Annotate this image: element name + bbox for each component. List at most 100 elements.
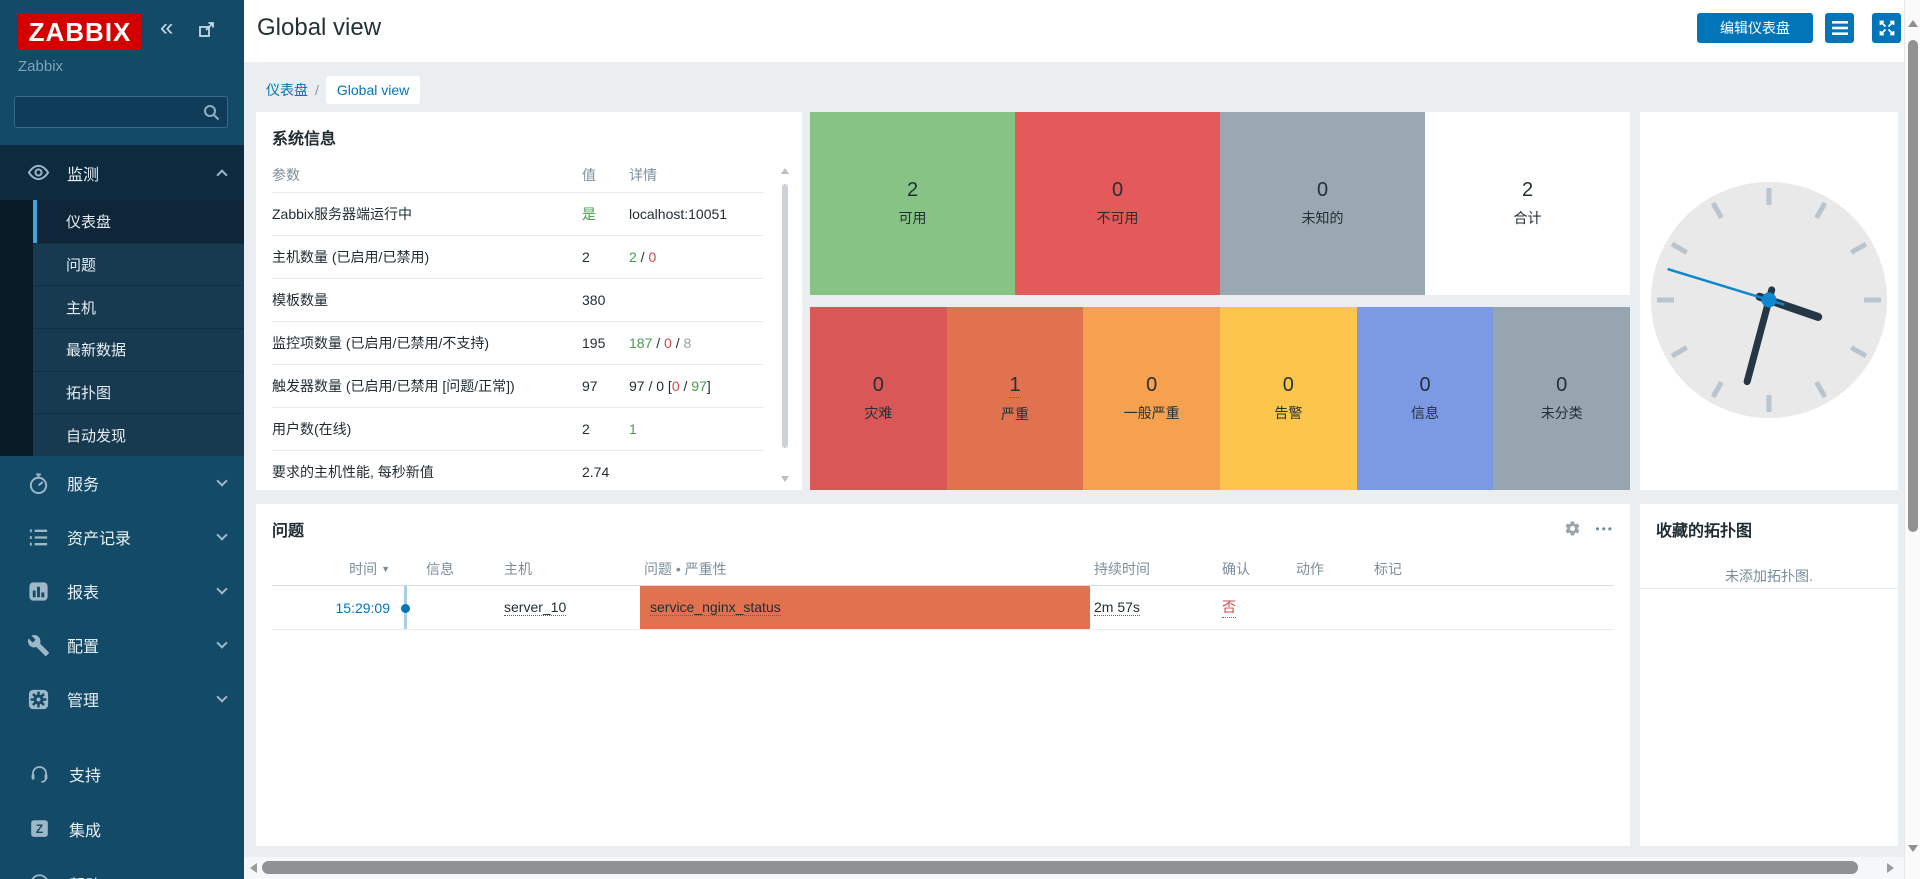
problem-time-link[interactable]: 15:29:09 bbox=[335, 599, 391, 616]
problem-timeline-marker bbox=[390, 586, 422, 629]
problem-duration[interactable]: 2m 57s bbox=[1094, 599, 1140, 616]
breadcrumb: 仪表盘 / Global view bbox=[266, 76, 421, 104]
vertical-scrollbar-thumb[interactable] bbox=[1908, 40, 1918, 532]
sort-desc-icon: ▼ bbox=[381, 563, 390, 574]
sidebar-item-latest-data[interactable]: 最新数据 bbox=[33, 328, 244, 371]
sidebar-item-services[interactable]: 服务 bbox=[0, 456, 244, 510]
sidebar-item-discovery[interactable]: 自动发现 bbox=[33, 413, 244, 457]
sidebar-item-problems[interactable]: 问题 bbox=[33, 242, 244, 286]
fullscreen-button[interactable] bbox=[1872, 13, 1901, 43]
question-icon: ? bbox=[31, 874, 48, 879]
eye-icon bbox=[27, 164, 50, 181]
sidebar-menu: 监测 仪表盘 问题 主机 最新数据 拓扑图 自动发现 服务 资产记录 报表 bbox=[0, 145, 244, 726]
severity-cell-warning: 0 告警 bbox=[1220, 307, 1357, 490]
collapse-sidebar-icon[interactable]: « bbox=[160, 14, 174, 41]
sidebar-item-configuration[interactable]: 配置 bbox=[0, 618, 244, 672]
sidebar-item-dashboard[interactable]: 仪表盘 bbox=[33, 200, 244, 243]
widget-title: 问题 bbox=[272, 523, 305, 540]
dashboard-menu-button[interactable] bbox=[1825, 13, 1854, 43]
widget-settings-gear-icon[interactable] bbox=[1564, 520, 1581, 537]
sidebar: ZABBIX « Zabbix 监测 仪表盘 问题 主机 最新数据 拓扑图 自动… bbox=[0, 0, 244, 879]
sidebar-item-integrations[interactable]: Z 集成 bbox=[0, 801, 244, 856]
table-header-row: 时间 ▼ 信息 主机 问题 • 严重性 持续时间 确认 动作 标记 bbox=[272, 552, 1614, 586]
ack-link[interactable]: 否 bbox=[1222, 597, 1236, 618]
severity-count-link[interactable]: 1 bbox=[1009, 373, 1021, 398]
server-name: Zabbix bbox=[18, 58, 64, 75]
sidebar-item-maps[interactable]: 拓扑图 bbox=[33, 370, 244, 414]
sidebar-item-administration[interactable]: 管理 bbox=[0, 672, 244, 726]
table-row: Zabbix服务器端运行中 是 localhost:10051 bbox=[272, 192, 764, 235]
widget-title: 系统信息 bbox=[272, 131, 337, 148]
table-row: 要求的主机性能, 每秒新值 2.74 bbox=[272, 450, 764, 493]
empty-state-text: 未添加拓扑图. bbox=[1725, 568, 1813, 584]
scrollbar-thumb[interactable] bbox=[782, 184, 788, 448]
hamburger-icon bbox=[1831, 21, 1848, 35]
stopwatch-icon bbox=[29, 473, 48, 494]
chevron-down-icon bbox=[216, 691, 228, 703]
chevron-up-icon bbox=[216, 168, 228, 181]
second-hand bbox=[1667, 267, 1785, 306]
monitoring-submenu: 仪表盘 问题 主机 最新数据 拓扑图 自动发现 bbox=[0, 200, 244, 457]
scroll-up-icon[interactable] bbox=[1908, 20, 1918, 27]
list-icon bbox=[29, 528, 48, 546]
breadcrumb-current[interactable]: Global view bbox=[325, 76, 421, 104]
availability-cell-available: 2 可用 bbox=[810, 112, 1015, 295]
widget-scrollbar[interactable] bbox=[780, 168, 790, 482]
column-header-duration: 持续时间 bbox=[1094, 560, 1150, 577]
availability-cell-not-available: 0 不可用 bbox=[1015, 112, 1220, 295]
page-header: Global view 编辑仪表盘 bbox=[244, 0, 1904, 62]
severity-cell-average: 0 一般严重 bbox=[1083, 307, 1221, 490]
column-header-info: 信息 bbox=[426, 560, 454, 577]
fullscreen-icon bbox=[1879, 20, 1894, 36]
table-row: 用户数(在线) 2 1 bbox=[272, 407, 764, 450]
severity-cell-information: 0 信息 bbox=[1356, 307, 1494, 490]
minute-hand bbox=[1743, 286, 1776, 386]
sidebar-item-hosts[interactable]: 主机 bbox=[33, 285, 244, 329]
problem-link[interactable]: service_nginx_status bbox=[650, 599, 781, 616]
column-header-time[interactable]: 时间 ▼ bbox=[349, 560, 390, 577]
sidebar-item-support[interactable]: 支持 bbox=[0, 746, 244, 801]
severity-cell-disaster: 0 灾难 bbox=[810, 307, 947, 490]
availability-cell-unknown: 0 未知的 bbox=[1220, 112, 1425, 295]
sidebar-item-reports[interactable]: 报表 bbox=[0, 564, 244, 618]
horizontal-scrollbar[interactable] bbox=[244, 857, 1904, 879]
chevron-down-icon bbox=[216, 583, 228, 595]
problems-widget: 问题 ••• 时间 ▼ 信息 主机 问题 • 严重性 持续时间 确认 动作 标记 … bbox=[256, 504, 1630, 846]
problems-table: 时间 ▼ 信息 主机 问题 • 严重性 持续时间 确认 动作 标记 15:29:0… bbox=[272, 552, 1614, 630]
problems-by-severity-widget: 0 灾难 1 严重 0 一般严重 0 告警 0 信息 0 未分类 bbox=[810, 307, 1631, 490]
analog-clock bbox=[1651, 182, 1887, 418]
breadcrumb-dashboards-link[interactable]: 仪表盘 bbox=[266, 82, 308, 98]
scroll-right-icon[interactable] bbox=[1887, 863, 1894, 873]
headset-icon bbox=[31, 766, 48, 783]
chevron-down-icon bbox=[216, 637, 228, 649]
host-link[interactable]: server_10 bbox=[504, 599, 567, 616]
scroll-down-icon[interactable] bbox=[781, 476, 789, 482]
severity-cell-not-classified: 0 未分类 bbox=[1493, 307, 1631, 490]
column-header-host: 主机 bbox=[504, 560, 532, 577]
host-availability-widget: 2 可用 0 不可用 0 未知的 2 合计 bbox=[810, 112, 1630, 295]
sidebar-item-inventory[interactable]: 资产记录 bbox=[0, 510, 244, 564]
gear-square-icon bbox=[28, 689, 49, 709]
edit-dashboard-button[interactable]: 编辑仪表盘 bbox=[1697, 13, 1813, 43]
scroll-left-icon[interactable] bbox=[250, 863, 257, 873]
favourite-maps-widget: 收藏的拓扑图 未添加拓扑图. bbox=[1640, 504, 1898, 846]
problem-row: 15:29:09 server_10 service_nginx_status … bbox=[272, 586, 1614, 630]
popout-sidebar-icon[interactable] bbox=[198, 20, 216, 43]
vertical-scrollbar[interactable] bbox=[1904, 0, 1920, 879]
column-header-actions: 动作 bbox=[1296, 560, 1324, 577]
scroll-down-icon[interactable] bbox=[1908, 845, 1918, 852]
horizontal-scrollbar-thumb[interactable] bbox=[262, 861, 1858, 874]
column-header-problem-severity: 问题 • 严重性 bbox=[644, 560, 727, 577]
sidebar-search bbox=[14, 96, 228, 128]
widget-menu-dots-icon[interactable]: ••• bbox=[1595, 521, 1614, 536]
table-row: 触发器数量 (已启用/已禁用 [问题/正常]) 97 97 / 0 [0 / 9… bbox=[272, 364, 764, 407]
sidebar-item-help[interactable]: ? 帮助 bbox=[0, 856, 244, 879]
table-row: 监控项数量 (已启用/已禁用/不支持) 195 187 / 0 / 8 bbox=[272, 321, 764, 364]
zabbix-logo[interactable]: ZABBIX bbox=[18, 14, 142, 50]
scroll-up-icon[interactable] bbox=[781, 168, 789, 174]
timeline-dot-icon[interactable] bbox=[401, 604, 410, 613]
search-input[interactable] bbox=[23, 97, 199, 127]
column-header-tags: 标记 bbox=[1374, 560, 1402, 577]
system-information-table: 参数 值 详情 Zabbix服务器端运行中 是 localhost:10051 … bbox=[272, 158, 764, 493]
sidebar-item-monitoring[interactable]: 监测 bbox=[0, 145, 244, 200]
